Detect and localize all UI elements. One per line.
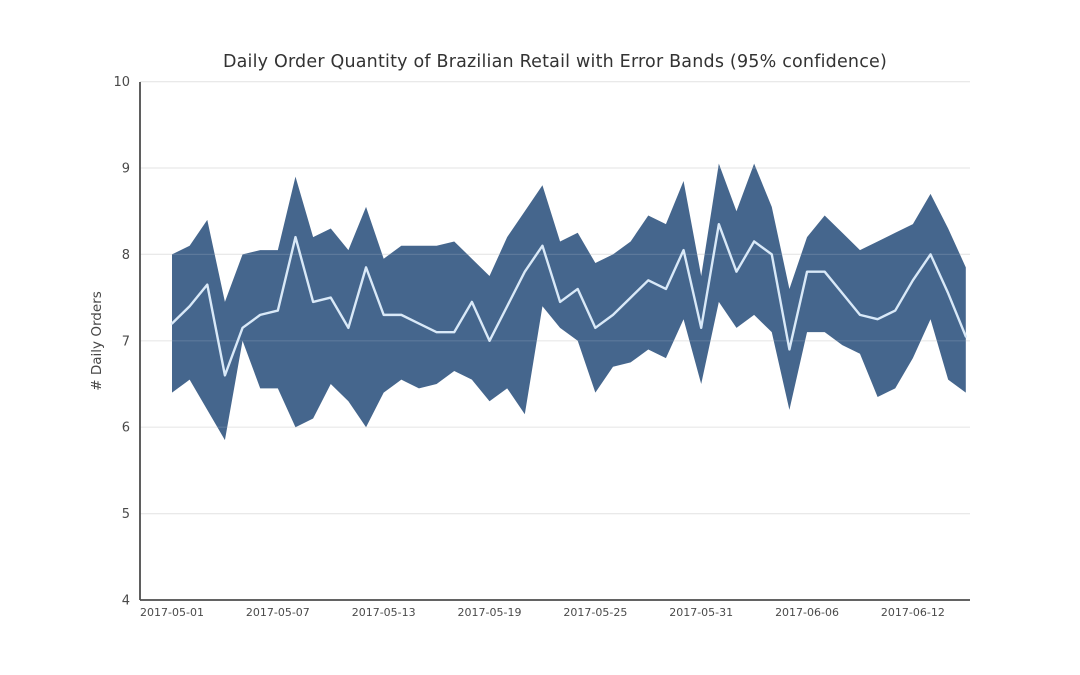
- y-tick-label: 5: [122, 507, 130, 522]
- y-tick-label: 10: [113, 75, 130, 90]
- error-band: [172, 163, 966, 441]
- x-tick-label: 2017-06-06: [775, 606, 839, 619]
- mean-line: [170, 222, 967, 377]
- y-tick-label: 6: [122, 421, 130, 436]
- y-tick-label: 9: [122, 162, 130, 177]
- x-tick-label: 2017-05-01: [140, 606, 204, 619]
- x-tick-label: 2017-05-25: [563, 606, 627, 619]
- x-tick-label: 2017-05-07: [246, 606, 310, 619]
- chart-title: Daily Order Quantity of Brazilian Retail…: [222, 52, 888, 72]
- y-axis-label: # Daily Orders: [89, 291, 105, 391]
- x-tick-label: 2017-06-12: [881, 606, 945, 619]
- y-tick-label: 8: [122, 248, 130, 263]
- x-tick-label: 2017-05-13: [352, 606, 416, 619]
- x-tick-label: 2017-05-31: [669, 606, 733, 619]
- x-tick-label: 2017-05-19: [458, 606, 522, 619]
- y-tick-label: 4: [122, 594, 130, 609]
- y-tick-label: 7: [122, 334, 130, 349]
